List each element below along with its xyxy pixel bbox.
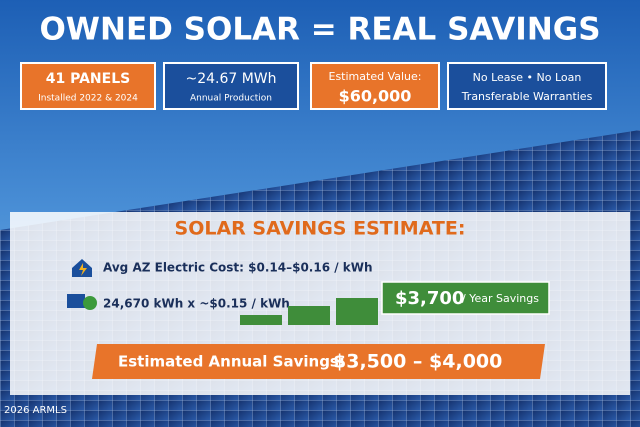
card: 41 PANELS Installed 2022 & 2024 bbox=[20, 62, 156, 110]
card-headline: No Lease • No Loan bbox=[473, 71, 582, 84]
savings-badge bbox=[381, 281, 550, 315]
estimate-row: 24,670 kWh x ~$0.15 / kWh bbox=[103, 297, 290, 311]
bolt-icon bbox=[79, 263, 87, 276]
estimate-heading: SOLAR SAVINGS ESTIMATE: bbox=[175, 218, 466, 240]
growth-bar bbox=[288, 306, 330, 325]
badge-amount: $3,700 bbox=[395, 288, 464, 309]
card-headline: 41 PANELS bbox=[46, 71, 130, 87]
card-headline: ~24.67 MWh bbox=[185, 71, 276, 87]
card: Estimated Value: $60,000 bbox=[310, 62, 440, 110]
card-caption: $60,000 bbox=[339, 87, 412, 106]
card-caption: Transferable Warranties bbox=[461, 90, 593, 103]
title: OWNED SOLAR = REAL SAVINGS bbox=[39, 12, 600, 48]
growth-bar bbox=[336, 298, 378, 325]
banner-amount: $3,500 – $4,000 bbox=[333, 351, 502, 373]
card-caption: Installed 2022 & 2024 bbox=[38, 94, 138, 104]
card-caption: Annual Production bbox=[190, 94, 272, 104]
savings-banner bbox=[92, 344, 545, 379]
coin-icon bbox=[83, 296, 97, 310]
watermark: 2026 ARMLS bbox=[4, 405, 67, 416]
banner-label: Estimated Annual Savings: bbox=[118, 353, 345, 371]
card: No Lease • No Loan Transferable Warranti… bbox=[447, 62, 607, 110]
card: ~24.67 MWh Annual Production bbox=[163, 62, 299, 110]
estimate-row: Avg AZ Electric Cost: $0.14–$0.16 / kWh bbox=[103, 261, 373, 275]
card-headline: Estimated Value: bbox=[329, 70, 422, 83]
growth-bar bbox=[240, 315, 282, 325]
panel-icon bbox=[67, 294, 85, 308]
badge-label: / Year Savings bbox=[462, 292, 539, 305]
